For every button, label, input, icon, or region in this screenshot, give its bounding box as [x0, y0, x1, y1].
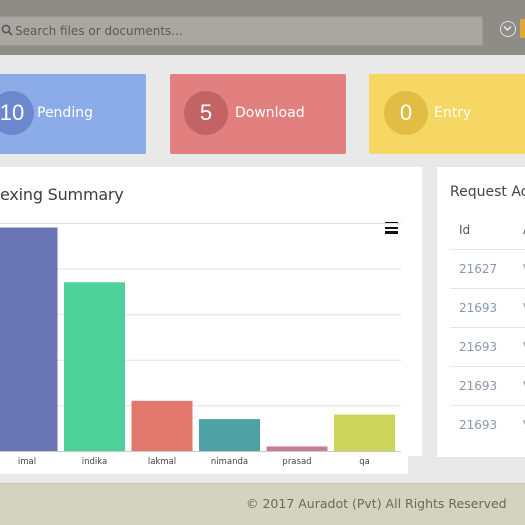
request-id: 21693: [459, 301, 498, 315]
request-access-panel: Request Acc Id A 21627 V 21693 V 21693 V…: [436, 166, 525, 458]
notification-badge[interactable]: [520, 19, 525, 38]
request-col2: V: [523, 262, 525, 276]
chart-title: exing Summary: [0, 185, 124, 204]
download-count: 5: [184, 91, 228, 135]
search-icon: [1, 24, 13, 36]
request-id: 21693: [459, 379, 498, 393]
entry-label: Entry: [434, 105, 472, 121]
table-row[interactable]: 21693 V: [450, 366, 525, 405]
table-row[interactable]: 21627 V: [450, 249, 525, 288]
footer: © 2017 Auradot (Pvt) All Rights Reserved: [0, 483, 525, 525]
column-header-second[interactable]: A: [523, 223, 525, 237]
column-header-id[interactable]: Id: [459, 223, 471, 237]
search-bar[interactable]: [0, 16, 483, 46]
search-input[interactable]: [13, 17, 473, 45]
top-bar: [0, 0, 525, 55]
copyright-text: © 2017 Auradot (Pvt) All Rights Reserved: [246, 496, 507, 511]
request-col2: V: [523, 418, 525, 432]
request-col2: V: [523, 379, 525, 393]
request-col2: V: [523, 340, 525, 354]
table-row[interactable]: 21693 V: [450, 405, 525, 444]
chart-panel-bottom: [0, 456, 408, 474]
pending-card[interactable]: 10 Pending: [0, 74, 146, 154]
table-row[interactable]: 21693 V: [450, 288, 525, 327]
request-col2: V: [523, 301, 525, 315]
table-title: Request Acc: [450, 184, 525, 200]
download-label: Download: [235, 105, 305, 121]
chevron-down-icon: [503, 25, 512, 32]
table-row[interactable]: 21693 V: [450, 327, 525, 366]
user-menu-toggle[interactable]: [500, 21, 516, 37]
download-card[interactable]: 5 Download: [170, 74, 346, 154]
entry-count: 0: [384, 91, 428, 135]
request-id: 21693: [459, 418, 498, 432]
entry-card[interactable]: 0 Entry: [369, 74, 525, 154]
pending-count: 10: [0, 91, 34, 135]
indexing-summary-panel: exing Summary: [0, 167, 422, 456]
request-id: 21693: [459, 340, 498, 354]
request-id: 21627: [459, 262, 498, 276]
pending-label: Pending: [37, 105, 93, 121]
hamburger-menu-icon[interactable]: [385, 222, 398, 234]
